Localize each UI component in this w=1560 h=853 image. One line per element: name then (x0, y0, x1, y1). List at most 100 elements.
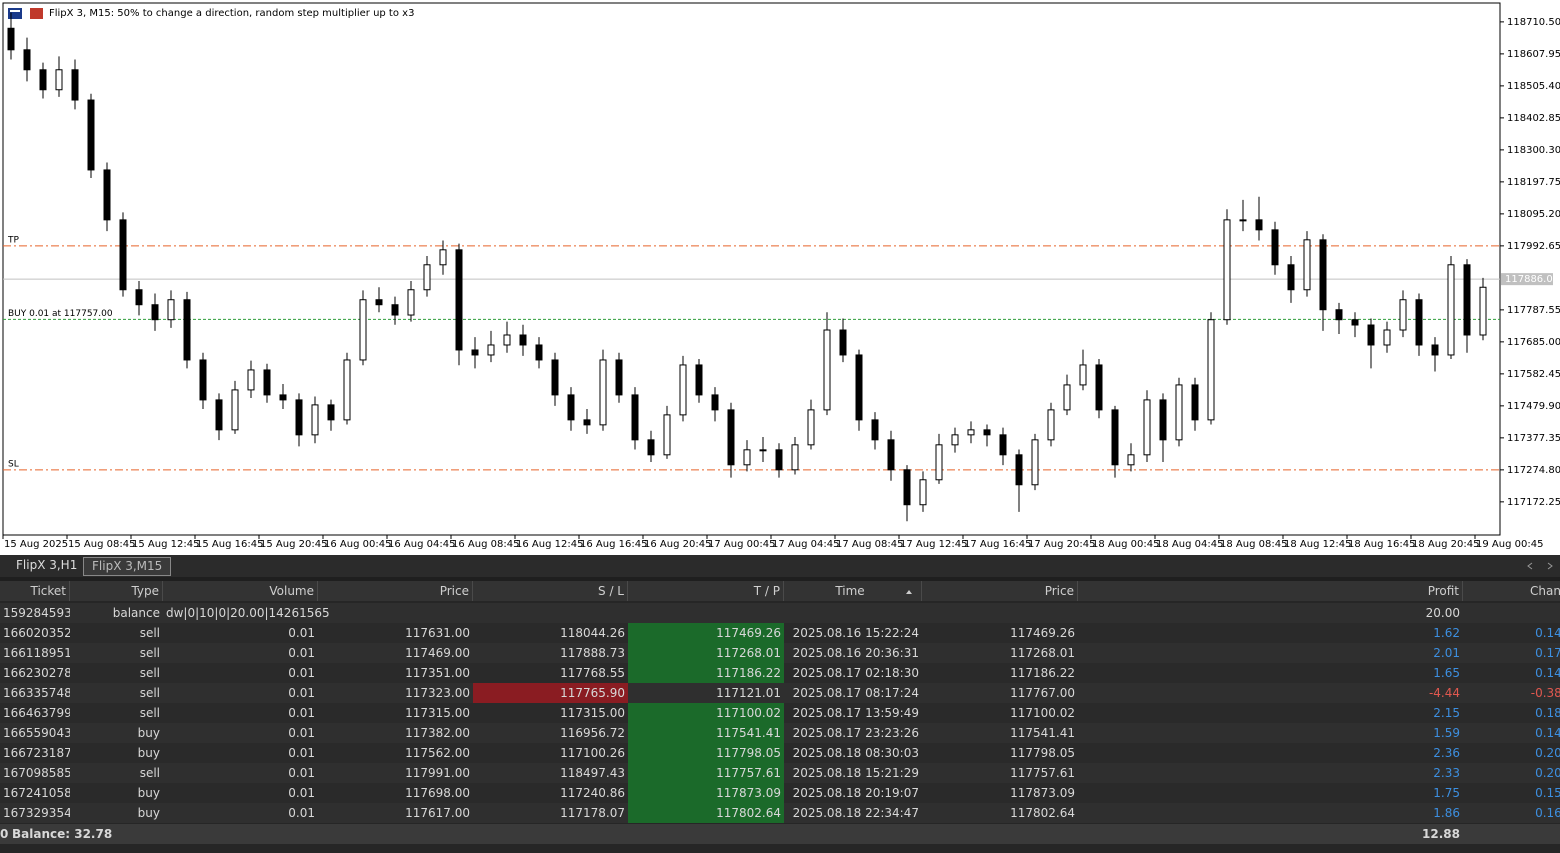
column-header[interactable]: Ticket (0, 581, 70, 601)
trade-cell: 117768.55 (560, 666, 625, 680)
candle-body (807, 409, 815, 446)
tab-bar: FlipX 3,H1 FlipX 3,M15 (0, 555, 1560, 577)
candle-body (375, 299, 383, 306)
column-header[interactable]: T / P (628, 581, 784, 601)
trade-cell: 2025.08.18 08:30:03 (792, 746, 919, 760)
trade-cell: 0.14 % (1535, 666, 1560, 680)
trade-cell: 117798.05 (628, 743, 784, 763)
trade-cell: 0.01 (288, 786, 315, 800)
footer-profit: 12.88 (1422, 827, 1460, 841)
candle-body (663, 414, 671, 456)
candle-body (1255, 219, 1263, 231)
candle-body (311, 404, 319, 436)
row-bg (0, 683, 1560, 703)
trade-cell: 117315.00 (560, 706, 625, 720)
candle-body (359, 299, 367, 361)
column-header[interactable]: Price (318, 581, 473, 601)
column-header[interactable]: S / L (473, 581, 628, 601)
x-tick-label: 18 Aug 04:45 (1156, 539, 1223, 550)
y-tick-label: 117685.00 (1507, 337, 1560, 348)
trade-cell: 116956.72 (560, 726, 625, 740)
trade-cell: sell (139, 686, 160, 700)
trade-cell: 1.62 (1433, 626, 1460, 640)
candle-body (1063, 384, 1071, 411)
y-tick-label: 118402.85 (1507, 113, 1560, 124)
x-tick-label: 18 Aug 08:45 (1220, 539, 1287, 550)
candle-body (823, 329, 831, 411)
candle-body (855, 354, 863, 421)
trade-cell: 117100.02 (628, 703, 784, 723)
trade-cell: 117757.61 (1010, 766, 1075, 780)
tab[interactable]: FlipX 3,M15 (83, 557, 172, 576)
candle-body (1111, 409, 1119, 466)
trade-cell: 167329354 (3, 806, 70, 820)
column-header[interactable]: Price (922, 581, 1078, 601)
candle-body (999, 434, 1007, 456)
trade-cell: 117351.00 (405, 666, 470, 680)
trade-cell: 2.15 (1433, 706, 1460, 720)
trade-cell: 2.36 (1433, 746, 1460, 760)
x-tick-label: 18 Aug 12:45 (1284, 539, 1351, 550)
candle-body (1287, 264, 1295, 291)
candle-body (1159, 399, 1167, 441)
app-icon (8, 8, 22, 19)
y-tick-label: 117992.65 (1507, 241, 1560, 252)
trade-cell: 0.01 (288, 806, 315, 820)
candle-body (471, 349, 479, 356)
x-tick-label: 18 Aug 20:45 (1412, 539, 1479, 550)
column-header[interactable]: Type (70, 581, 163, 601)
candle-body (1223, 219, 1231, 321)
candle-body (1415, 299, 1423, 346)
candle-body (247, 369, 255, 391)
candle-body (743, 449, 751, 466)
candle-body (935, 444, 943, 481)
candle-body (1431, 344, 1439, 356)
x-tick-label: 15 Aug 20:45 (260, 539, 327, 550)
column-header[interactable]: Profit (1078, 581, 1463, 601)
candle-body (775, 449, 783, 471)
trade-cell: 117323.00 (405, 686, 470, 700)
trade-cell: 0.14 % (1535, 626, 1560, 640)
trade-cell: buy (137, 726, 160, 740)
x-tick-label: 18 Aug 00:45 (1092, 539, 1159, 550)
column-header[interactable]: Change (1463, 581, 1560, 601)
candle-body (919, 479, 927, 506)
trade-cell: 117178.07 (560, 806, 625, 820)
trade-cell: 117469.26 (1010, 626, 1075, 640)
trade-cell: 167098585 (3, 766, 70, 780)
trade-cell: 2.01 (1433, 646, 1460, 660)
trade-cell: 117802.64 (628, 803, 784, 823)
trade-cell: 117873.09 (1010, 786, 1075, 800)
level-label: SL (8, 459, 19, 469)
column-header[interactable]: Time (784, 581, 922, 601)
trade-cell: 166118951 (3, 646, 70, 660)
candle-body (1367, 324, 1375, 346)
candle-body (215, 399, 223, 431)
candle-body (1191, 384, 1199, 421)
trade-cell: 117541.41 (1010, 726, 1075, 740)
candle-body (1399, 299, 1407, 331)
column-header[interactable]: Volume (163, 581, 318, 601)
tab-scroll[interactable] (1520, 555, 1560, 577)
trade-cell: 117268.01 (1010, 646, 1075, 660)
candle-body (391, 304, 399, 316)
candle-body (791, 444, 799, 471)
profit: 20.00 (1425, 606, 1460, 620)
trade-cell: 2025.08.18 15:21:29 (792, 766, 919, 780)
trade-cell: 2025.08.16 15:22:24 (792, 626, 919, 640)
trade-cell: 118044.26 (560, 626, 625, 640)
candle-body (695, 364, 703, 396)
current-price-label: 117886.00 (1505, 274, 1559, 285)
type: balance (112, 606, 160, 620)
candle-body (455, 249, 463, 351)
row-bg (0, 603, 1560, 623)
candle-body (1207, 319, 1215, 421)
tab[interactable]: FlipX 3,H1 (16, 558, 78, 572)
trade-cell: 0.01 (288, 666, 315, 680)
x-tick-label: 16 Aug 00:45 (324, 539, 391, 550)
x-tick-label: 17 Aug 12:45 (900, 539, 967, 550)
trade-cell: 117873.09 (628, 783, 784, 803)
y-tick-label: 117172.25 (1507, 497, 1560, 508)
y-tick-label: 118607.95 (1507, 49, 1560, 60)
